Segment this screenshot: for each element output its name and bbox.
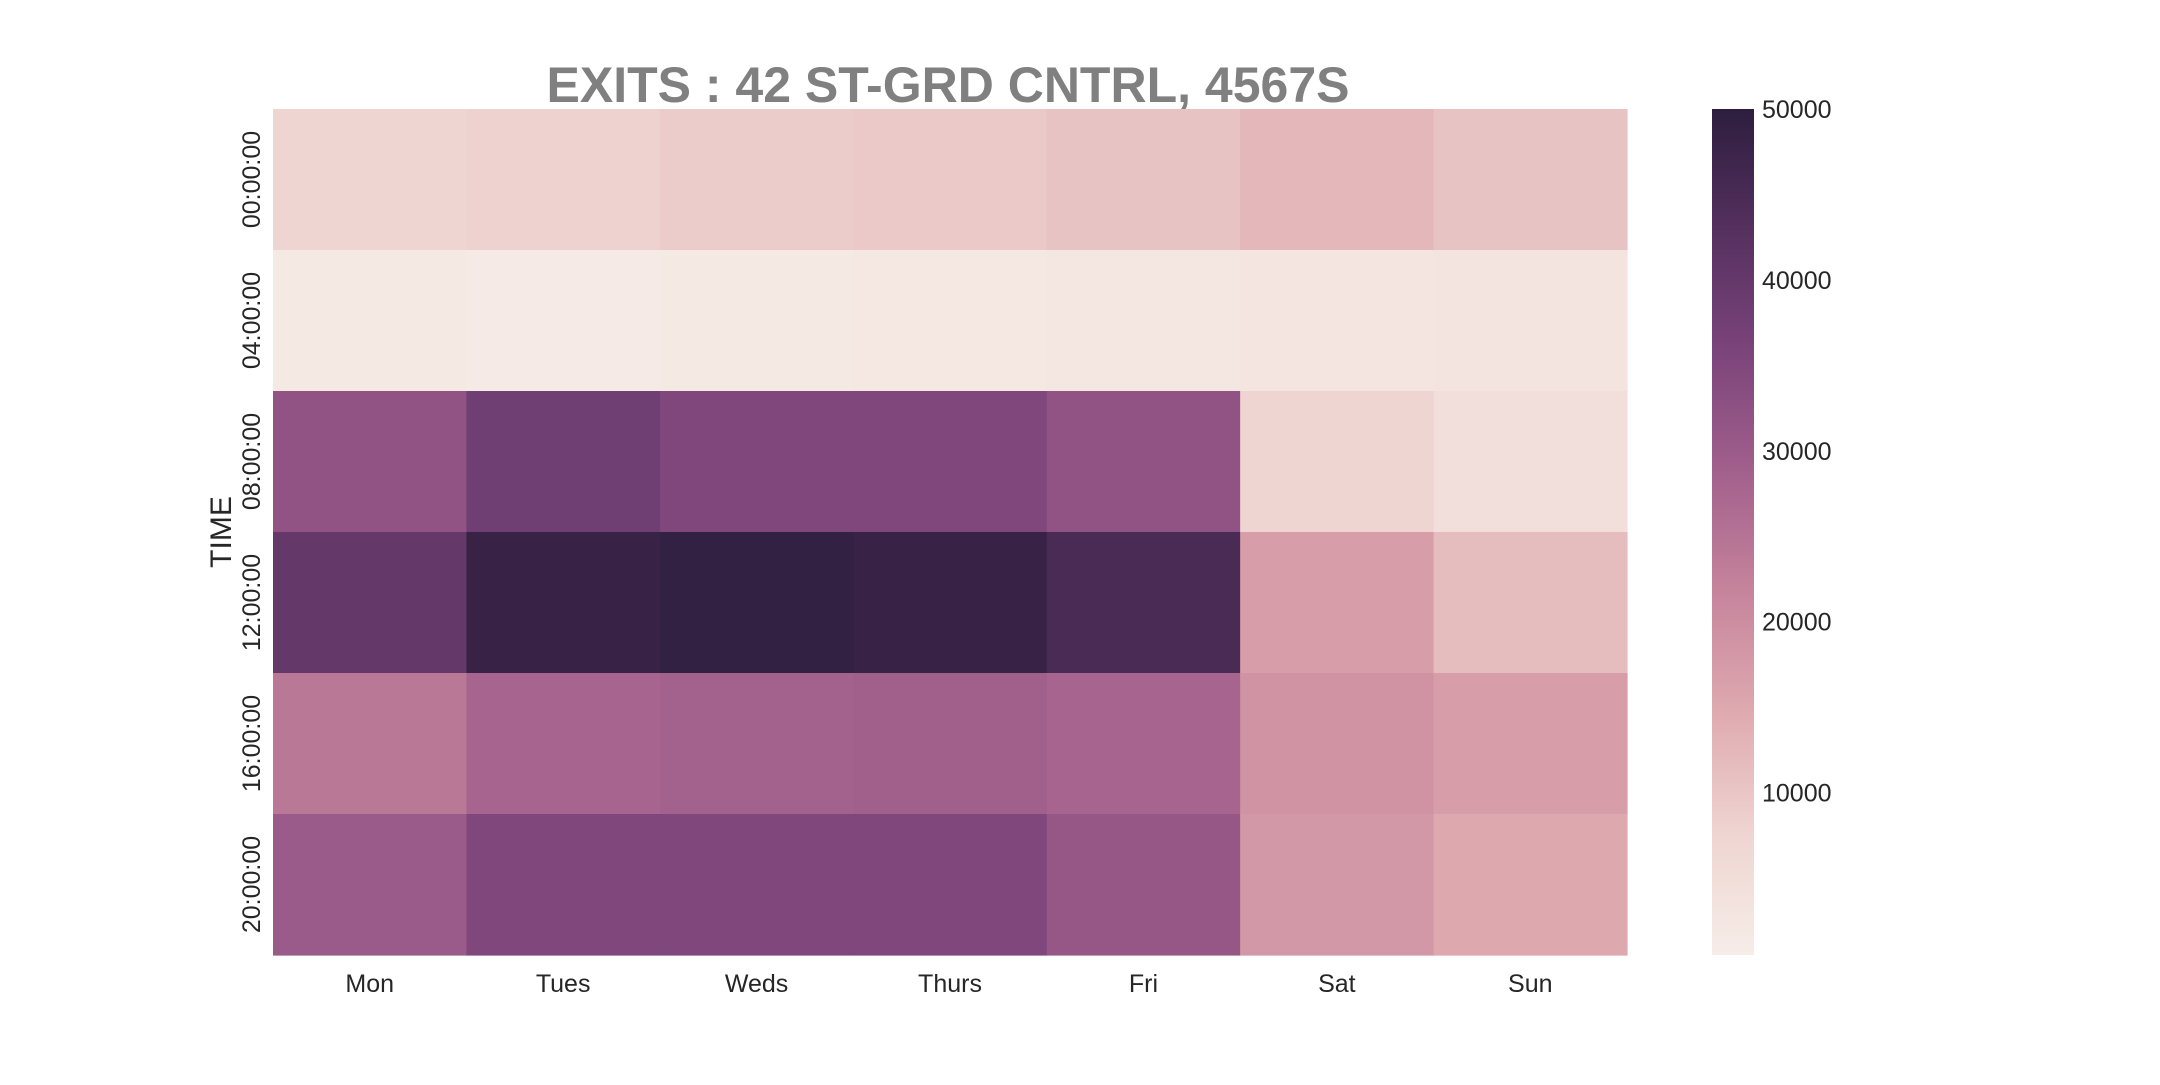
x-axis-tick-labels: Mon Tues Weds Thurs Fri Sat Sun: [345, 970, 1552, 998]
colorbar-tick-label-10000: 10000: [1762, 780, 1832, 808]
heatmap-cell-sun-000000: [1433, 109, 1628, 251]
chart-title: EXITS : 42 ST-GRD CNTRL, 4567S: [547, 57, 1350, 113]
y-tick-label-200000: 20:00:00: [238, 836, 266, 933]
heatmap-cell-tues-040000: [466, 250, 661, 392]
x-tick-label-tues: Tues: [536, 970, 591, 998]
heatmap-cell-fri-080000: [1046, 391, 1241, 533]
heatmap-cells: [273, 109, 1628, 956]
heatmap-cell-sun-120000: [1433, 532, 1628, 674]
heatmap-cell-fri-040000: [1046, 250, 1241, 392]
x-tick-label-fri: Fri: [1129, 970, 1158, 998]
colorbar-gradient: [1712, 109, 1754, 955]
heatmap-cell-thurs-160000: [853, 673, 1048, 815]
heatmap-cell-tues-080000: [466, 391, 661, 533]
y-tick-label-160000: 16:00:00: [238, 695, 266, 792]
heatmap-cell-sun-160000: [1433, 673, 1628, 815]
heatmap-cell-thurs-120000: [853, 532, 1048, 674]
heatmap-cell-mon-120000: [273, 532, 468, 674]
y-tick-label-000000: 00:00:00: [238, 131, 266, 228]
heatmap-cell-mon-000000: [273, 109, 468, 251]
heatmap-cell-weds-000000: [659, 109, 854, 251]
x-tick-label-sun: Sun: [1508, 970, 1552, 998]
heatmap-cell-sat-040000: [1240, 250, 1435, 392]
colorbar-tick-label-50000: 50000: [1762, 96, 1832, 124]
heatmap-cell-sat-200000: [1240, 814, 1435, 956]
heatmap-cell-sat-000000: [1240, 109, 1435, 251]
colorbar: 10000 20000 30000 40000 50000: [1712, 96, 1832, 955]
heatmap-cell-mon-080000: [273, 391, 468, 533]
x-tick-label-thurs: Thurs: [918, 970, 982, 998]
heatmap-cell-weds-120000: [659, 532, 854, 674]
heatmap-cell-tues-120000: [466, 532, 661, 674]
heatmap-cell-thurs-000000: [853, 109, 1048, 251]
heatmap-cell-sun-200000: [1433, 814, 1628, 956]
heatmap-cell-mon-200000: [273, 814, 468, 956]
y-tick-label-080000: 08:00:00: [238, 413, 266, 510]
x-tick-label-sat: Sat: [1318, 970, 1356, 998]
heatmap-cell-sat-160000: [1240, 673, 1435, 815]
y-tick-label-120000: 12:00:00: [238, 554, 266, 651]
heatmap-cell-sun-040000: [1433, 250, 1628, 392]
heatmap-cell-fri-160000: [1046, 673, 1241, 815]
heatmap-cell-thurs-200000: [853, 814, 1048, 956]
heatmap-cell-weds-160000: [659, 673, 854, 815]
colorbar-tick-label-40000: 40000: [1762, 267, 1832, 295]
heatmap-cell-sun-080000: [1433, 391, 1628, 533]
y-axis-tick-labels: 00:00:00 04:00:00 08:00:00 12:00:00 16:00:00…: [238, 131, 266, 933]
heatmap-cell-thurs-040000: [853, 250, 1048, 392]
heatmap-cell-sat-080000: [1240, 391, 1435, 533]
heatmap-cell-weds-080000: [659, 391, 854, 533]
heatmap-cell-fri-000000: [1046, 109, 1241, 251]
heatmap-cell-tues-160000: [466, 673, 661, 815]
colorbar-tick-label-30000: 30000: [1762, 438, 1832, 466]
x-tick-label-weds: Weds: [725, 970, 788, 998]
heatmap-cell-weds-040000: [659, 250, 854, 392]
heatmap-cell-mon-160000: [273, 673, 468, 815]
x-tick-label-mon: Mon: [345, 970, 394, 998]
heatmap-cell-mon-040000: [273, 250, 468, 392]
heatmap-cell-fri-120000: [1046, 532, 1241, 674]
heatmap-cell-fri-200000: [1046, 814, 1241, 956]
heatmap-cell-thurs-080000: [853, 391, 1048, 533]
heatmap-cell-tues-200000: [466, 814, 661, 956]
y-tick-label-040000: 04:00:00: [238, 272, 266, 369]
y-axis-label: TIME: [205, 496, 238, 568]
heatmap-cell-weds-200000: [659, 814, 854, 956]
heatmap-cell-sat-120000: [1240, 532, 1435, 674]
colorbar-tick-label-20000: 20000: [1762, 609, 1832, 637]
heatmap-cell-tues-000000: [466, 109, 661, 251]
